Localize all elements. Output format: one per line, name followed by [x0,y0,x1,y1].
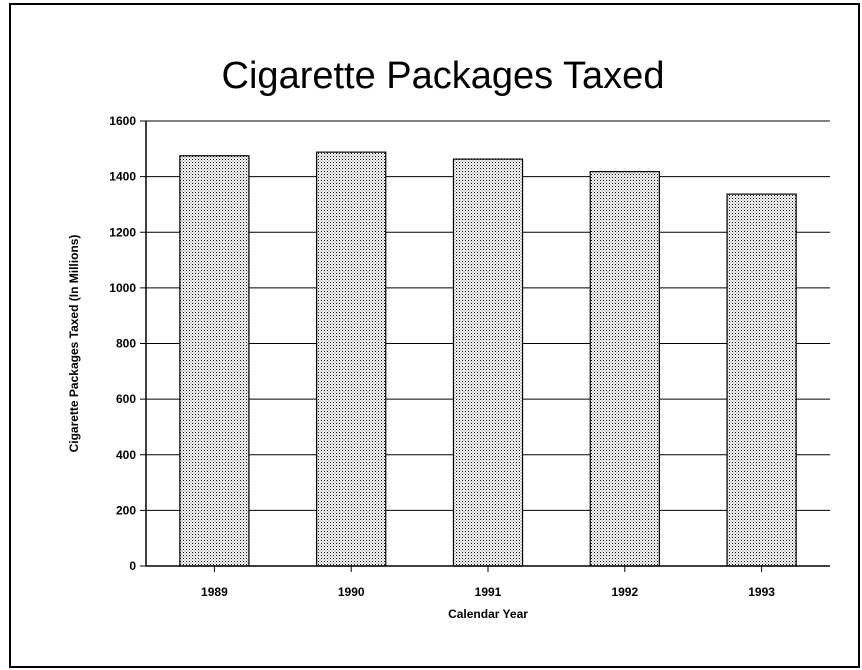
x-tick-label: 1993 [748,585,775,599]
chart-title: Cigarette Packages Taxed [221,55,665,97]
y-tick-label: 0 [129,559,136,573]
bar-1993 [726,193,797,567]
bar-1992 [589,171,660,567]
bar-1991 [452,158,524,567]
bar-1990 [316,151,387,567]
x-axis-label: Calendar Year [448,607,528,621]
x-tick-label: 1989 [201,585,228,599]
y-tick-label: 400 [116,448,136,462]
y-tick-labels: 0 200 400 600 800 1000 1200 1400 1600 [109,114,136,573]
bar-1989 [179,155,250,567]
x-tick-label: 1991 [475,585,502,599]
y-tick-label: 200 [116,503,136,517]
y-tick-label: 1000 [109,281,136,295]
y-tick-label: 1600 [109,114,136,128]
bars [179,151,797,567]
y-tick-label: 800 [116,337,136,351]
y-tick-label: 600 [116,392,136,406]
y-axis-label: Cigarette Packages Taxed (In Millions) [67,235,81,453]
x-tick-labels: 1989 1990 1991 1992 1993 [201,566,775,599]
x-tick-label: 1992 [611,585,638,599]
y-tick-label: 1200 [109,225,136,239]
chart-frame [9,3,860,668]
x-tick-label: 1990 [338,585,365,599]
y-tick-label: 1400 [109,170,136,184]
